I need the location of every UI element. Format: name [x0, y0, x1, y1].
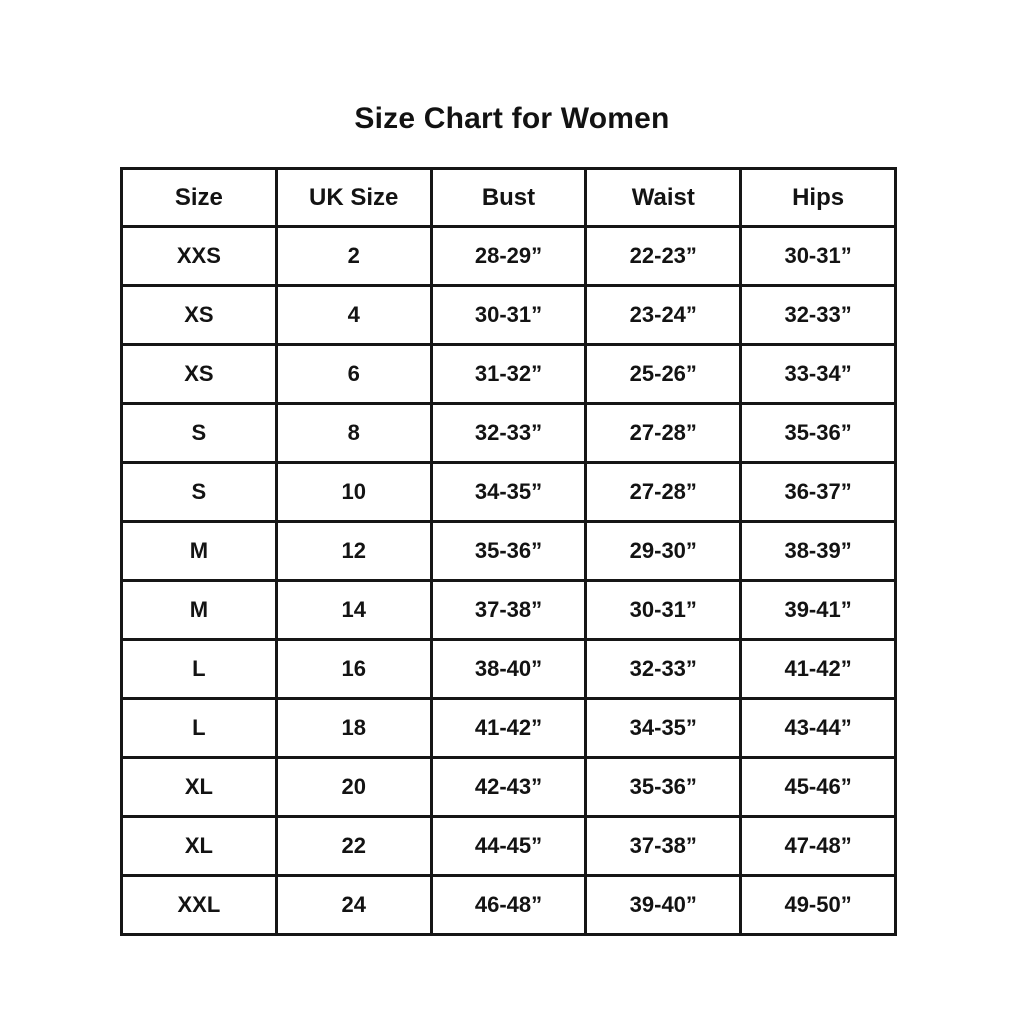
table-cell: 14 [274, 579, 433, 641]
table-cell: 12 [274, 520, 433, 582]
table-cell: 4 [274, 284, 433, 346]
table-cell: 6 [274, 343, 433, 405]
table-cell: 27-28” [584, 461, 743, 523]
table-cell: 30-31” [739, 225, 897, 287]
column-header: Waist [584, 167, 743, 228]
table-cell: XL [120, 815, 278, 877]
table-cell: XS [120, 284, 278, 346]
table-cell: 28-29” [429, 225, 588, 287]
table-cell: 32-33” [429, 402, 588, 464]
table-cell: 30-31” [584, 579, 743, 641]
table-cell: S [120, 402, 278, 464]
table-cell: 10 [274, 461, 433, 523]
table-row: XS 6 31-32” 25-26” 33-34” [120, 343, 897, 405]
table-cell: 18 [274, 697, 433, 759]
column-header: Hips [739, 167, 897, 228]
table-cell: 45-46” [739, 756, 897, 818]
table-row: S 8 32-33” 27-28” 35-36” [120, 402, 897, 464]
table-cell: 37-38” [429, 579, 588, 641]
table-cell: 41-42” [429, 697, 588, 759]
table-row: M 12 35-36” 29-30” 38-39” [120, 520, 897, 582]
table-cell: 20 [274, 756, 433, 818]
table-cell: 39-41” [739, 579, 897, 641]
table-cell: 43-44” [739, 697, 897, 759]
table-cell: XL [120, 756, 278, 818]
table-cell: 22-23” [584, 225, 743, 287]
table-cell: 16 [274, 638, 433, 700]
table-row: S 10 34-35” 27-28” 36-37” [120, 461, 897, 523]
table-row: L 18 41-42” 34-35” 43-44” [120, 697, 897, 759]
table-cell: 41-42” [739, 638, 897, 700]
table-cell: S [120, 461, 278, 523]
table-row: XS 4 30-31” 23-24” 32-33” [120, 284, 897, 346]
table-cell: 25-26” [584, 343, 743, 405]
table-cell: 46-48” [429, 874, 588, 936]
table-row: XL 22 44-45” 37-38” 47-48” [120, 815, 897, 877]
table-row: XXL 24 46-48” 39-40” 49-50” [120, 874, 897, 936]
table-cell: 23-24” [584, 284, 743, 346]
table-cell: 39-40” [584, 874, 743, 936]
table-cell: 8 [274, 402, 433, 464]
table-cell: 44-45” [429, 815, 588, 877]
table-cell: L [120, 638, 278, 700]
table-cell: L [120, 697, 278, 759]
column-header: Bust [429, 167, 588, 228]
page-title: Size Chart for Women [354, 102, 670, 135]
table-cell: 29-30” [584, 520, 743, 582]
table-cell: 35-36” [429, 520, 588, 582]
table-cell: 35-36” [584, 756, 743, 818]
table-cell: 27-28” [584, 402, 743, 464]
header-row: Size UK Size Bust Waist Hips [120, 167, 897, 228]
table-row: XL 20 42-43” 35-36” 45-46” [120, 756, 897, 818]
table-cell: 32-33” [739, 284, 897, 346]
table-cell: 47-48” [739, 815, 897, 877]
table-cell: 33-34” [739, 343, 897, 405]
table-cell: 36-37” [739, 461, 897, 523]
table-row: M 14 37-38” 30-31” 39-41” [120, 579, 897, 641]
table-cell: XXL [120, 874, 278, 936]
table-cell: 35-36” [739, 402, 897, 464]
column-header: UK Size [274, 167, 433, 228]
table-cell: 38-39” [739, 520, 897, 582]
table-cell: 24 [274, 874, 433, 936]
table-cell: 49-50” [739, 874, 897, 936]
table-cell: 2 [274, 225, 433, 287]
table-cell: XXS [120, 225, 278, 287]
table-row: L 16 38-40” 32-33” 41-42” [120, 638, 897, 700]
table-cell: M [120, 579, 278, 641]
table-cell: 42-43” [429, 756, 588, 818]
table-cell: 37-38” [584, 815, 743, 877]
table-cell: 31-32” [429, 343, 588, 405]
table-cell: 22 [274, 815, 433, 877]
table-cell: XS [120, 343, 278, 405]
table-cell: 34-35” [584, 697, 743, 759]
table-header: Size UK Size Bust Waist Hips [120, 167, 897, 228]
table-row: XXS 2 28-29” 22-23” 30-31” [120, 225, 897, 287]
table-cell: 30-31” [429, 284, 588, 346]
table-cell: M [120, 520, 278, 582]
size-chart-table: Size UK Size Bust Waist Hips XXS 2 28-29” 22-23… [120, 167, 897, 936]
table-body: XXS 2 28-29” 22-23” 30-31” XS 4 30-31” 23-24” 32-… [120, 225, 897, 936]
column-header: Size [120, 167, 278, 228]
table-cell: 38-40” [429, 638, 588, 700]
table-cell: 34-35” [429, 461, 588, 523]
table-cell: 32-33” [584, 638, 743, 700]
